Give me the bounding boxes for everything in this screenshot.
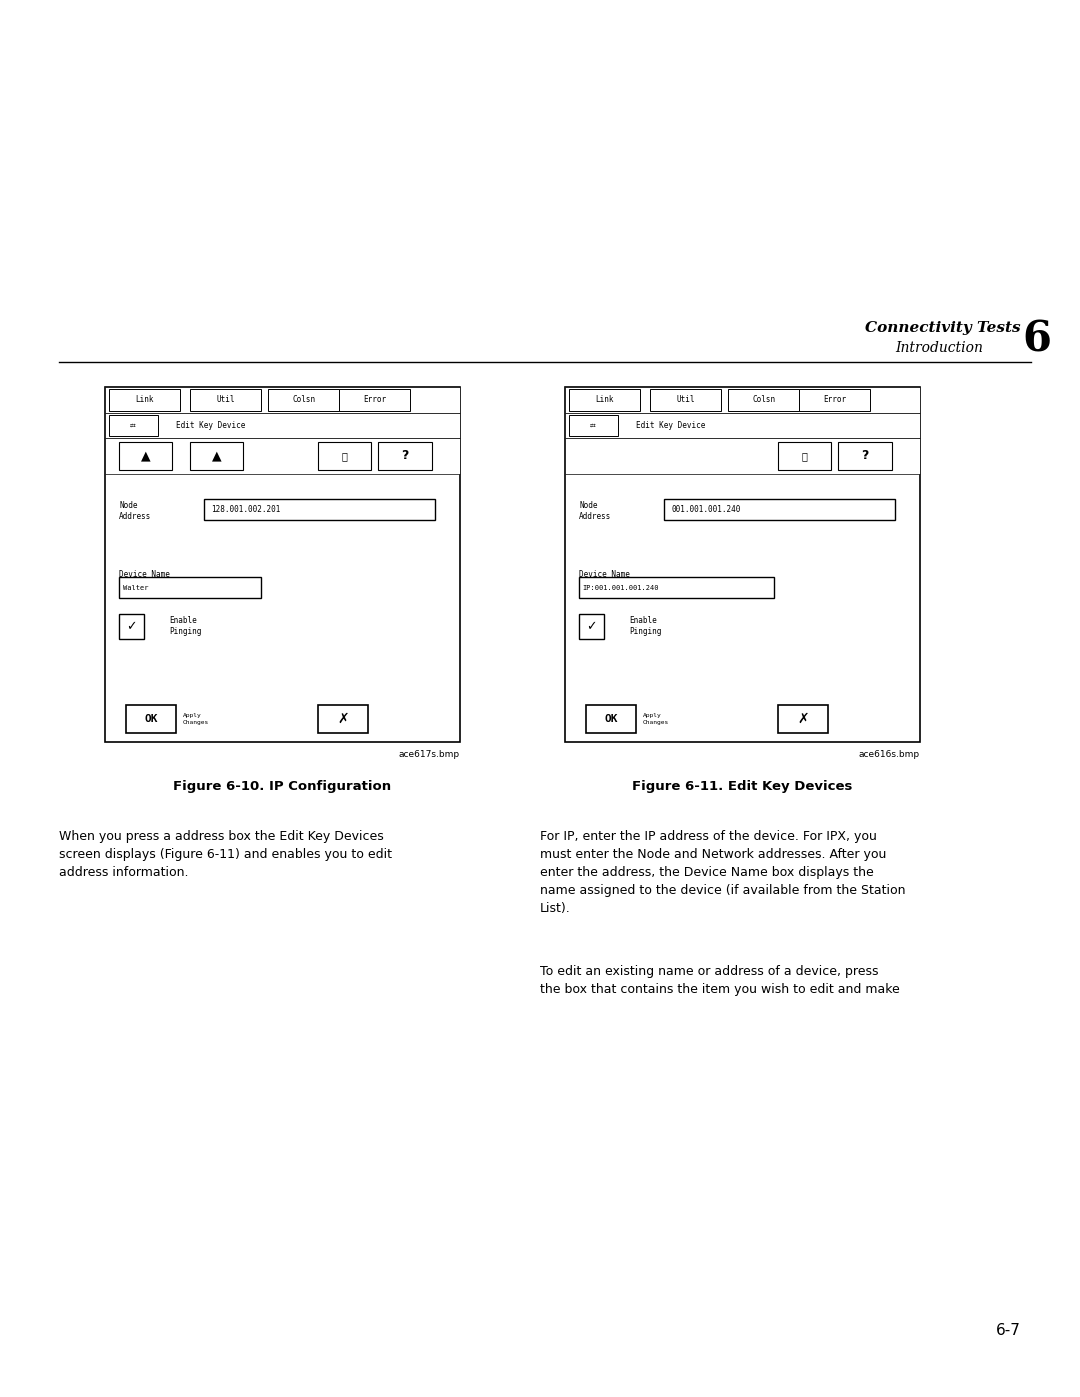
Bar (105, 387, 460, 742)
Bar (664, 499, 895, 520)
Bar (105, 439, 460, 474)
Text: ace616s.bmp: ace616s.bmp (859, 750, 920, 759)
Bar (119, 577, 261, 598)
Text: Error: Error (363, 395, 387, 404)
Text: For IP, enter the IP address of the device. For IPX, you
must enter the Node and: For IP, enter the IP address of the devi… (540, 830, 905, 915)
Text: To edit an existing name or address of a device, press
the box that contains the: To edit an existing name or address of a… (540, 965, 900, 996)
Bar (778, 441, 832, 469)
Bar (565, 387, 920, 412)
Text: Edit Key Device: Edit Key Device (176, 420, 245, 430)
Text: Util: Util (216, 395, 235, 404)
Bar (109, 388, 179, 411)
Text: ✓: ✓ (586, 620, 597, 633)
Bar (190, 388, 261, 411)
Bar (318, 704, 367, 733)
Text: Introduction: Introduction (895, 341, 983, 355)
Bar (105, 412, 460, 439)
Text: ✗: ✗ (337, 712, 349, 726)
Bar (190, 441, 243, 469)
Text: OK: OK (605, 714, 618, 724)
Bar (378, 441, 432, 469)
Text: When you press a address box the Edit Key Devices
screen displays (Figure 6-11) : When you press a address box the Edit Ke… (59, 830, 392, 879)
Text: Link: Link (135, 395, 153, 404)
Text: Apply
Changes: Apply Changes (184, 714, 210, 725)
Bar (586, 704, 636, 733)
Text: ?: ? (861, 450, 868, 462)
Bar (126, 704, 176, 733)
Bar (565, 439, 920, 474)
Text: Error: Error (823, 395, 847, 404)
Text: 6: 6 (1023, 319, 1051, 360)
Text: OK: OK (145, 714, 158, 724)
Text: Walter: Walter (123, 584, 148, 591)
Bar (650, 388, 721, 411)
Text: ⇄↕: ⇄↕ (590, 423, 597, 427)
Text: ?: ? (402, 450, 408, 462)
Text: Enable
Pinging: Enable Pinging (168, 616, 201, 637)
Text: Link: Link (595, 395, 613, 404)
Bar (568, 415, 618, 436)
Bar (728, 388, 799, 411)
Text: ✓: ✓ (126, 620, 137, 633)
Bar (119, 613, 144, 638)
Text: 001.001.001.240: 001.001.001.240 (672, 504, 741, 514)
Text: Apply
Changes: Apply Changes (643, 714, 670, 725)
Text: ▲: ▲ (141, 450, 150, 462)
Text: ▲: ▲ (212, 450, 221, 462)
Text: ⎙: ⎙ (801, 451, 808, 461)
Text: Device Name: Device Name (119, 570, 170, 580)
Text: Colsn: Colsn (753, 395, 775, 404)
Text: Node
Address: Node Address (119, 500, 151, 521)
Text: IP:001.001.001.240: IP:001.001.001.240 (583, 584, 659, 591)
Bar (579, 613, 604, 638)
Text: Figure 6-11. Edit Key Devices: Figure 6-11. Edit Key Devices (632, 780, 853, 793)
Text: Device Name: Device Name (579, 570, 630, 580)
Text: Connectivity Tests: Connectivity Tests (865, 321, 1021, 335)
Text: 6-7: 6-7 (996, 1323, 1021, 1338)
Bar (568, 388, 639, 411)
Bar (268, 388, 339, 411)
Text: Colsn: Colsn (293, 395, 315, 404)
Text: ✗: ✗ (797, 712, 809, 726)
Text: ace617s.bmp: ace617s.bmp (399, 750, 460, 759)
Text: Node
Address: Node Address (579, 500, 611, 521)
Text: ⎙: ⎙ (341, 451, 348, 461)
Bar (579, 577, 774, 598)
Bar (119, 441, 173, 469)
Text: Figure 6-10. IP Configuration: Figure 6-10. IP Configuration (174, 780, 392, 793)
Bar (339, 388, 410, 411)
Bar (318, 441, 372, 469)
Bar (109, 415, 159, 436)
Text: Edit Key Device: Edit Key Device (636, 420, 705, 430)
Text: Util: Util (676, 395, 694, 404)
Bar (838, 441, 892, 469)
Bar (204, 499, 435, 520)
Bar (565, 387, 920, 742)
Bar (565, 412, 920, 439)
Text: Enable
Pinging: Enable Pinging (629, 616, 661, 637)
Bar (778, 704, 827, 733)
Bar (799, 388, 870, 411)
Bar (105, 387, 460, 412)
Text: 128.001.002.201: 128.001.002.201 (212, 504, 281, 514)
Text: ⇄↕: ⇄↕ (130, 423, 137, 427)
